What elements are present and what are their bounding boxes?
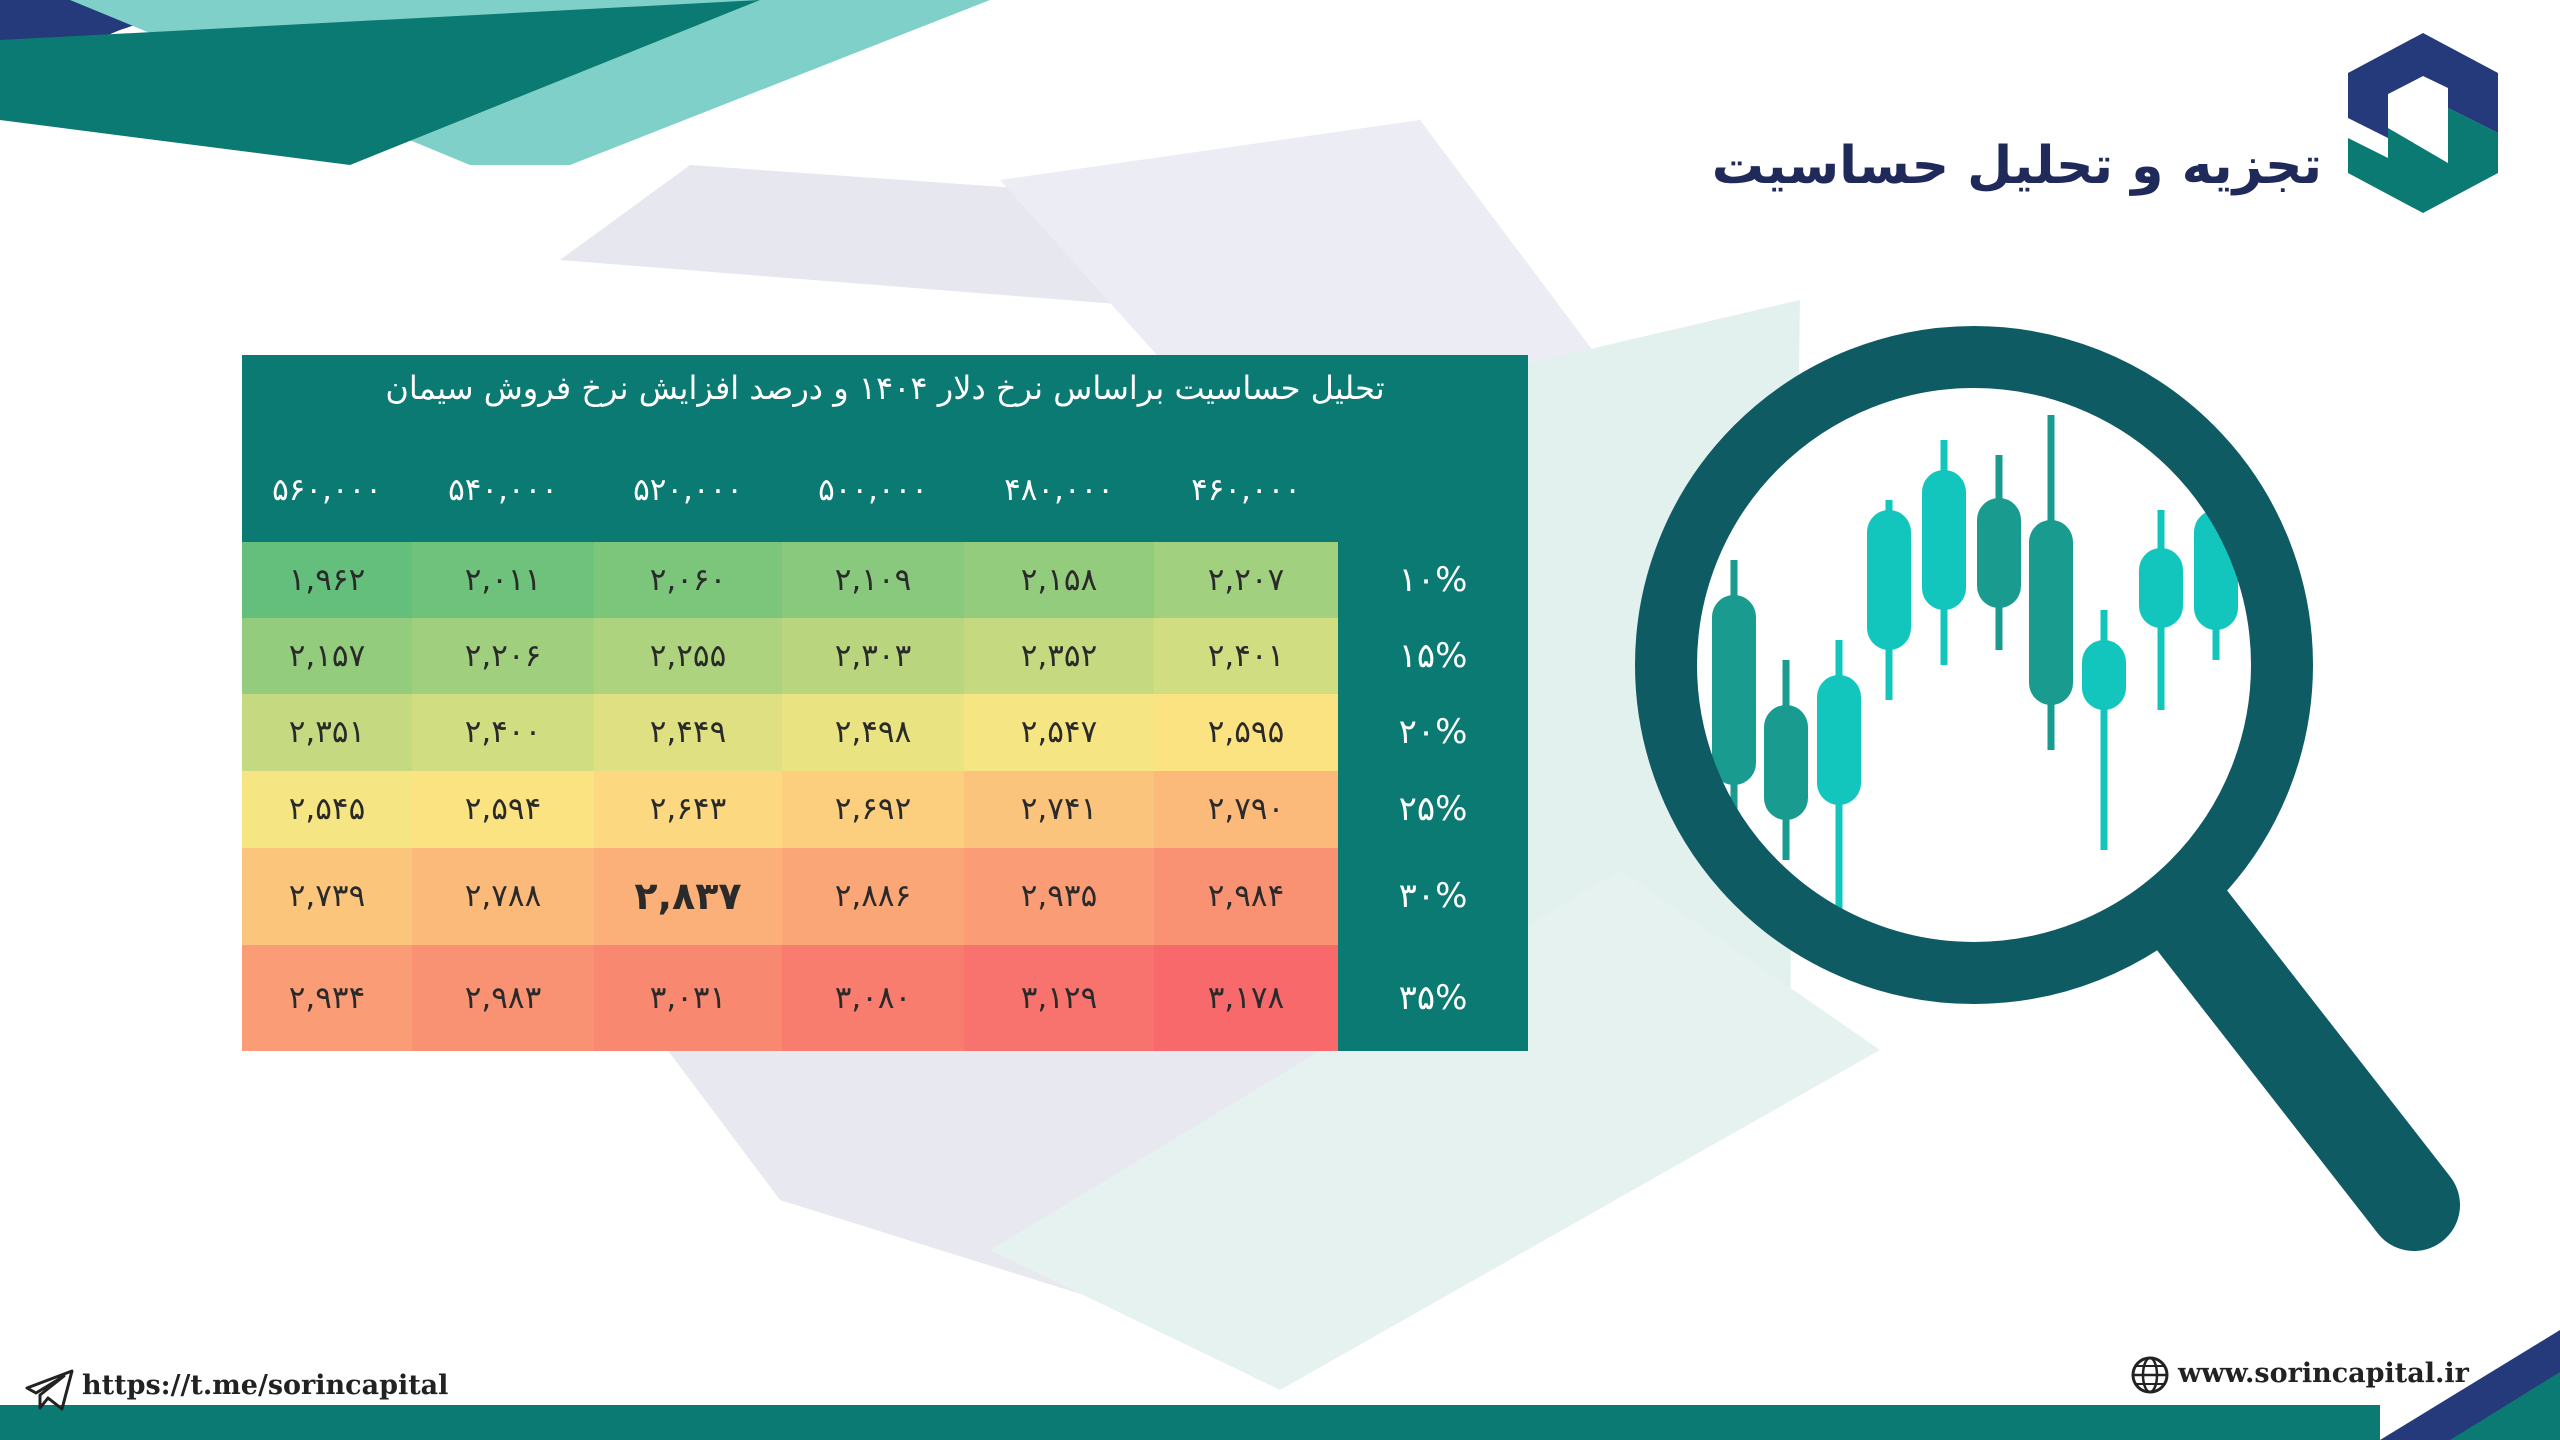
table-cell: ۲,۹۸۴ [1154,848,1338,945]
table-cell: ۲,۰۱۱ [412,542,594,618]
table-cell: ۲,۲۰۷ [1154,542,1338,618]
table-cell: ۲,۹۳۵ [964,848,1154,945]
table-cell: ۲,۲۵۵ [594,618,782,694]
column-header: ۵۰۰,۰۰۰ [818,472,928,508]
table-cell: ۲,۴۴۹ [594,694,782,771]
telegram-icon[interactable] [24,1368,76,1412]
page-title: تجزیه و تحلیل حساسیت [1711,136,2322,196]
table-cell: ۲,۳۵۲ [964,618,1154,694]
column-header: ۵۴۰,۰۰۰ [448,472,558,508]
table-cell: ۲,۴۰۱ [1154,618,1338,694]
globe-icon [2131,1356,2169,1394]
table-cell: ۲,۱۰۹ [782,542,964,618]
magnifier-candlestick-icon [1635,326,2460,1251]
table-cell: ۲,۴۹۸ [782,694,964,771]
telegram-link[interactable]: https://t.me/sorincapital [82,1370,449,1401]
table-cell: ۲,۹۸۳ [412,945,594,1051]
table-cell: ۲,۷۴۱ [964,771,1154,848]
table-cell: ۳,۱۲۹ [964,945,1154,1051]
row-header: ۲۰% [1398,712,1468,752]
table-cell: ۲,۱۵۸ [964,542,1154,618]
table-cell: ۲,۳۵۱ [242,694,412,771]
website-link[interactable]: www.sorincapital.ir [2178,1358,2469,1389]
table-cell: ۲,۵۹۴ [412,771,594,848]
table-cell: ۲,۸۳۷ [594,848,782,945]
table-cell: ۲,۸۸۶ [782,848,964,945]
table-cell: ۳,۱۷۸ [1154,945,1338,1051]
sorin-capital-logo [2348,33,2498,213]
sensitivity-table: تحلیل حساسیت براساس نرخ دلار ۱۴۰۴ و درصد… [242,355,1528,1051]
column-header: ۴۶۰,۰۰۰ [1191,472,1301,508]
table-cell: ۱,۹۶۲ [242,542,412,618]
row-header: ۲۵% [1398,789,1468,829]
table-cell: ۲,۰۶۰ [594,542,782,618]
column-header: ۵۶۰,۰۰۰ [272,472,382,508]
column-header: ۴۸۰,۰۰۰ [1004,472,1114,508]
table-cell: ۲,۲۰۶ [412,618,594,694]
table-cell: ۲,۱۵۷ [242,618,412,694]
table-cell: ۳,۰۸۰ [782,945,964,1051]
table-cell: ۲,۵۴۵ [242,771,412,848]
row-header: ۱۵% [1398,636,1468,676]
row-header: ۳۵% [1398,978,1468,1018]
table-cell: ۲,۷۹۰ [1154,771,1338,848]
table-cell: ۲,۶۹۲ [782,771,964,848]
table-cell: ۲,۹۳۴ [242,945,412,1051]
table-cell: ۲,۴۰۰ [412,694,594,771]
table-cell: ۲,۳۰۳ [782,618,964,694]
row-header: ۱۰% [1398,560,1468,600]
column-header: ۵۲۰,۰۰۰ [633,472,743,508]
table-cell: ۲,۵۴۷ [964,694,1154,771]
table-cell: ۲,۷۳۹ [242,848,412,945]
row-header: ۳۰% [1398,876,1468,916]
table-caption: تحلیل حساسیت براساس نرخ دلار ۱۴۰۴ و درصد… [385,369,1385,407]
table-cell: ۲,۵۹۵ [1154,694,1338,771]
table-cell: ۲,۶۴۳ [594,771,782,848]
table-cell: ۳,۰۳۱ [594,945,782,1051]
table-cell: ۲,۷۸۸ [412,848,594,945]
